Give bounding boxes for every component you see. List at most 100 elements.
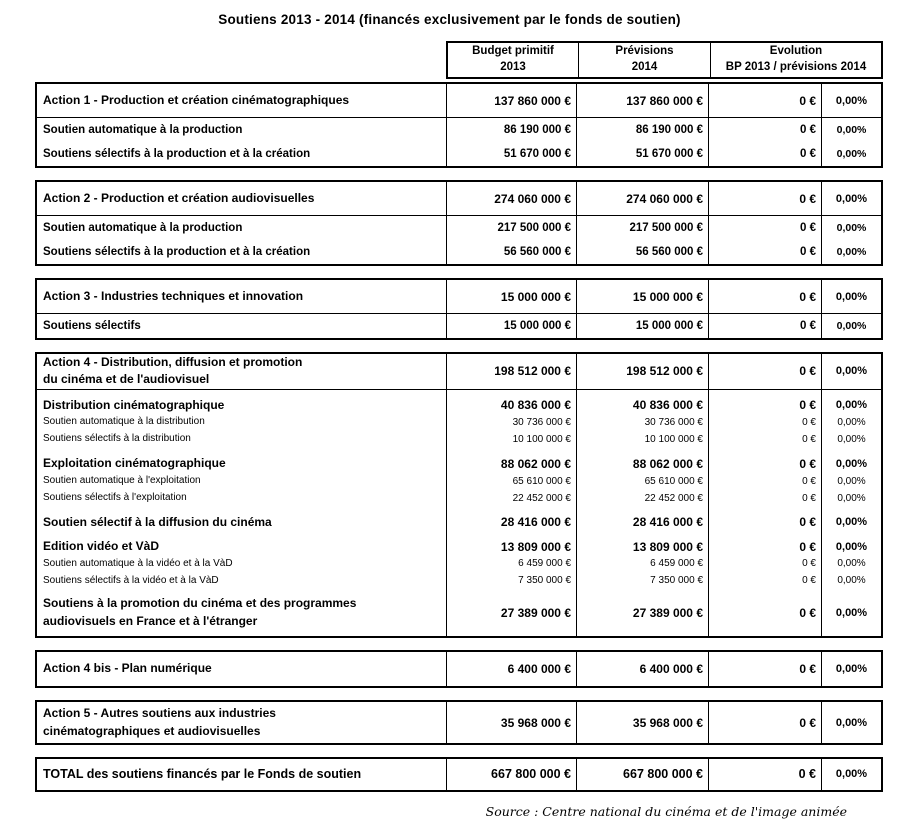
row-value: 0,00% <box>821 652 881 687</box>
row-value: 56 560 000 € <box>446 240 576 264</box>
row-value: 0,00% <box>821 84 881 117</box>
row-value: 0 € <box>708 758 821 790</box>
row-label: Soutien automatique à l'exploitation <box>43 474 201 486</box>
row-value: 0,00% <box>821 758 881 790</box>
row-value: 6 459 000 € <box>576 555 708 573</box>
row-value: 27 389 000 € <box>576 589 708 637</box>
row-value: 86 190 000 € <box>576 118 708 142</box>
row-value: 0 € <box>708 389 821 415</box>
row-value: 0 € <box>708 472 821 490</box>
source-caption: Source : Centre national du cinéma et de… <box>485 803 847 819</box>
row-value: 0,00% <box>821 216 881 240</box>
column-header-line: 2014 <box>631 61 658 73</box>
column-header-line: 2013 <box>500 61 526 73</box>
row-value: 0 € <box>708 354 821 389</box>
row-label: Soutien automatique à la vidéo et à la V… <box>43 557 233 569</box>
row-value: 0 € <box>708 555 821 573</box>
table-block: Action 4 bis - Plan numérique 6 400 000 €… <box>35 650 883 689</box>
table-row: Action 5 - Autres soutiens aux industrie… <box>37 702 881 743</box>
table-row: Soutien sélectif à la diffusion du ciném… <box>37 506 881 531</box>
table-row: Soutiens à la promotion du cinéma et des… <box>37 589 881 637</box>
row-value: 137 860 000 € <box>446 84 576 117</box>
row-value: 0,00% <box>821 530 881 556</box>
row-value: 0 € <box>708 280 821 313</box>
row-value: 7 350 000 € <box>576 572 708 590</box>
table-row: Soutiens sélectifs 15 000 000 €15 000 000… <box>37 314 881 338</box>
row-label: Action 2 - Production et création audiov… <box>43 190 315 205</box>
row-value: 274 060 000 € <box>576 182 708 215</box>
row-label: Distribution cinématographique <box>43 397 225 412</box>
row-value: 0,00% <box>821 354 881 389</box>
row-value: 0,00% <box>821 589 881 637</box>
row-value: 0 € <box>708 240 821 264</box>
row-value: 0,00% <box>821 414 881 432</box>
row-value: 65 610 000 € <box>446 472 576 490</box>
table-row: Action 1 - Production et création cinéma… <box>37 84 881 118</box>
row-value: 40 836 000 € <box>446 389 576 415</box>
table-row: Distribution cinématographique 40 836 000… <box>37 389 881 415</box>
row-value: 0,00% <box>821 489 881 507</box>
row-label: Soutien automatique à la production <box>43 221 243 234</box>
column-header-budget-2013: Budget primitif 2013 <box>448 43 578 77</box>
row-label: Action 3 - Industries techniques et inno… <box>43 288 304 303</box>
row-label: Soutien automatique à la distribution <box>43 416 205 428</box>
row-value: 0 € <box>708 572 821 590</box>
row-value: 0,00% <box>821 280 881 313</box>
row-value: 0,00% <box>821 314 881 338</box>
column-header-line: Evolution <box>769 45 823 58</box>
row-value: 0 € <box>708 589 821 637</box>
row-value: 35 968 000 € <box>446 702 576 743</box>
table-block: Action 5 - Autres soutiens aux industrie… <box>35 700 883 745</box>
row-label: Soutien sélectif à la diffusion du ciném… <box>43 514 272 529</box>
header-box: Budget primitif 2013 Prévisions 2014 Evo… <box>446 41 883 79</box>
row-value: 0,00% <box>821 240 881 264</box>
table-blocks: Action 1 - Production et création cinéma… <box>35 82 883 792</box>
row-value: 0,00% <box>821 506 881 531</box>
row-value: 6 400 000 € <box>446 652 576 687</box>
row-value: 0 € <box>708 216 821 240</box>
table-row: Action 4 - Distribution, diffusion et pr… <box>37 354 881 390</box>
row-value: 0,00% <box>821 472 881 490</box>
row-label: Soutiens sélectifs à la vidéo et à la Và… <box>43 574 219 586</box>
row-value: 217 500 000 € <box>446 216 576 240</box>
column-header-evolution: Evolution BP 2013 / prévisions 2014 <box>710 43 881 77</box>
table-row: Soutiens sélectifs à la production et à … <box>37 240 881 264</box>
row-value: 40 836 000 € <box>576 389 708 415</box>
row-value: 0 € <box>708 182 821 215</box>
row-label: Soutiens sélectifs à l'exploitation <box>43 491 187 503</box>
row-value: 0,00% <box>821 389 881 415</box>
table-row: Edition vidéo et VàD 13 809 000 €13 809 0… <box>37 530 881 556</box>
row-value: 217 500 000 € <box>576 216 708 240</box>
row-value: 0,00% <box>821 702 881 743</box>
table-row: Soutien automatique à la vidéo et à la V… <box>37 555 881 573</box>
row-value: 0 € <box>708 414 821 432</box>
row-value: 51 670 000 € <box>576 142 708 166</box>
table-row: Soutiens sélectifs à la vidéo et à la Và… <box>37 572 881 590</box>
table-block: Action 1 - Production et création cinéma… <box>35 82 883 168</box>
row-label: Action 4 bis - Plan numérique <box>43 661 212 676</box>
row-label: Action 4 - Distribution, diffusion et pr… <box>43 355 303 387</box>
row-value: 10 100 000 € <box>446 431 576 449</box>
table-row: Soutien automatique à la distribution 30 … <box>37 414 881 432</box>
row-value: 274 060 000 € <box>446 182 576 215</box>
column-header-line: Prévisions <box>615 45 674 58</box>
row-value: 0 € <box>708 506 821 531</box>
table-row: Soutiens sélectifs à l'exploitation 22 45… <box>37 489 881 507</box>
row-value: 30 736 000 € <box>446 414 576 432</box>
column-header-previsions-2014: Prévisions 2014 <box>578 43 710 77</box>
row-value: 0,00% <box>821 572 881 590</box>
table-block: Action 2 - Production et création audiov… <box>35 180 883 266</box>
table-row: Action 2 - Production et création audiov… <box>37 182 881 216</box>
document-page: Soutiens 2013 - 2014 (financés exclusive… <box>35 12 883 819</box>
row-value: 198 512 000 € <box>446 354 576 389</box>
table-block: Action 4 - Distribution, diffusion et pr… <box>35 352 883 639</box>
table-block: Action 3 - Industries techniques et inno… <box>35 278 883 340</box>
row-label: Soutiens sélectifs à la production et à … <box>43 245 311 258</box>
row-value: 0 € <box>708 314 821 338</box>
table-row: Soutien automatique à la production 86 19… <box>37 118 881 142</box>
row-value: 198 512 000 € <box>576 354 708 389</box>
row-value: 15 000 000 € <box>576 314 708 338</box>
row-label: Edition vidéo et VàD <box>43 538 160 553</box>
row-value: 22 452 000 € <box>446 489 576 507</box>
row-value: 0 € <box>708 84 821 117</box>
